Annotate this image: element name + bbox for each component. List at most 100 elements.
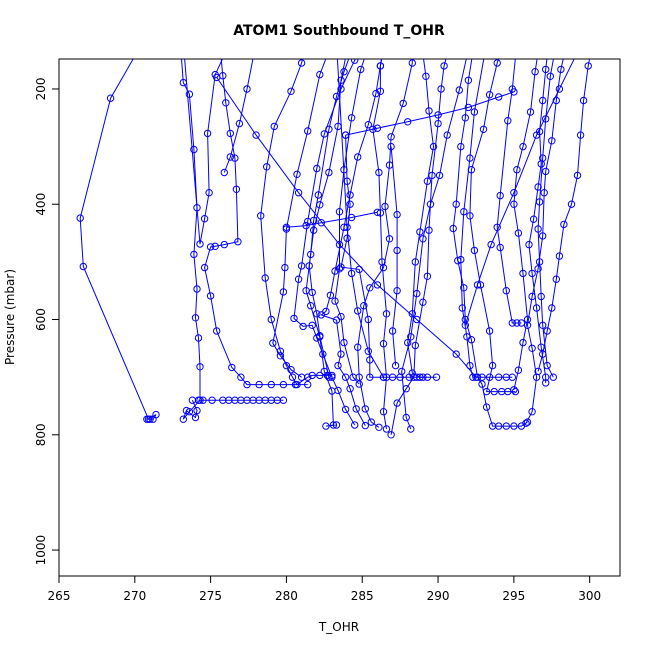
data-point [560,220,568,229]
series-line [286,211,378,228]
plot-area [76,59,592,439]
series-11 [282,208,382,232]
data-point [526,108,535,116]
data-point [279,396,288,404]
data-point [519,269,527,278]
data-point [343,234,351,242]
data-point [293,380,301,389]
data-point [297,373,306,381]
data-point [346,385,354,393]
y-tick-label: 200 [34,78,48,101]
data-point [340,338,348,347]
data-point [376,87,385,96]
data-point [232,185,241,194]
data-point [517,319,526,327]
data-point [190,145,198,154]
data-point [466,154,474,162]
data-point [310,216,318,225]
data-point [334,361,342,370]
data-point [393,287,401,295]
data-point [347,213,356,222]
data-point [193,406,201,415]
data-point [360,302,368,310]
series-line [537,59,591,372]
x-tick-label: 285 [351,589,374,603]
data-point [407,425,415,433]
data-point [434,111,442,119]
series-line [216,77,477,378]
data-point [366,284,374,292]
data-point [270,122,278,131]
data-point [502,422,510,430]
data-point [381,202,389,211]
data-point [404,118,412,126]
data-point [482,387,491,396]
y-axis-label: Pressure (mbar) [3,269,17,365]
series-line [464,59,575,326]
data-point [584,62,592,70]
data-point [185,90,194,98]
data-point [282,223,291,232]
series-13 [305,59,346,381]
data-point [294,189,303,197]
data-point [222,99,230,107]
series-line [407,59,437,378]
data-point [220,168,229,177]
data-point [502,287,510,295]
data-point [313,310,321,318]
x-tick-label: 270 [123,589,146,603]
data-point [196,240,204,248]
data-point [326,291,335,299]
data-point [255,380,263,389]
data-point [332,316,341,324]
data-point [440,62,448,70]
data-point [279,380,288,389]
series-line [334,59,365,385]
data-point [407,333,415,341]
data-point [376,62,385,70]
data-point [367,418,375,426]
data-point [399,99,407,108]
data-point [408,59,416,67]
series-33 [213,73,480,381]
data-point [267,380,275,389]
data-point [316,371,324,380]
y-tick-label: 1000 [34,535,48,566]
series-6 [220,59,254,177]
data-point [226,153,235,161]
series-22 [387,142,401,370]
data-point [347,269,356,278]
data-point [269,339,277,347]
data-point [335,240,344,249]
data-point [375,168,383,177]
data-point [243,85,251,93]
data-point [429,142,438,151]
data-point [352,405,360,413]
data-point [437,85,445,93]
series-line [336,59,384,378]
data-point [343,177,351,185]
data-point [314,191,322,199]
data-point [226,129,235,138]
data-point [398,367,406,376]
data-point [361,405,369,413]
data-point [354,343,362,351]
data-point [287,366,295,374]
series-27 [493,59,526,327]
data-point [435,171,444,180]
data-point [485,327,494,335]
data-point [423,272,432,280]
data-point [357,65,365,74]
x-tick-label: 275 [199,589,222,603]
data-point [234,238,242,246]
data-point [508,319,516,327]
data-point [463,333,471,341]
series-23 [336,59,388,381]
data-point [455,86,463,94]
data-point [419,235,427,243]
series-17 [354,59,416,431]
y-tick-label: 400 [34,193,48,216]
x-tick-label: 290 [427,589,450,603]
data-point [279,288,288,296]
data-point [504,117,512,125]
